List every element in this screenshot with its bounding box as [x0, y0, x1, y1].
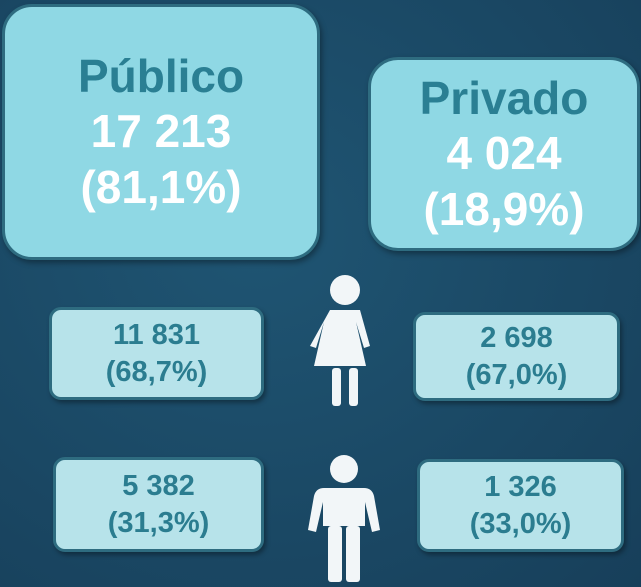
count: 2 698: [480, 322, 553, 355]
sector-label: Público: [77, 50, 245, 103]
count: 5 382: [122, 470, 195, 503]
share: (67,0%): [465, 358, 568, 391]
share: (68,7%): [105, 355, 208, 388]
female-icon: [310, 275, 370, 406]
sector-share: (18,9%): [423, 182, 585, 235]
privado-box: Privado 4 024 (18,9%): [368, 57, 640, 251]
share: (31,3%): [107, 506, 210, 539]
female-privado-box: 2 698 (67,0%): [413, 312, 620, 401]
male-privado-box: 1 326 (33,0%): [417, 459, 624, 552]
sector-label: Privado: [419, 72, 589, 125]
share: (33,0%): [469, 507, 572, 540]
sector-total: 4 024: [446, 127, 562, 180]
publico-box: Público 17 213 (81,1%): [2, 4, 320, 260]
male-publico-box: 5 382 (31,3%): [53, 457, 264, 552]
count: 11 831: [112, 319, 201, 352]
count: 1 326: [484, 471, 557, 504]
sector-total: 17 213: [90, 105, 232, 158]
sector-share: (81,1%): [80, 160, 242, 213]
male-icon: [308, 455, 380, 582]
female-publico-box: 11 831 (68,7%): [49, 307, 264, 400]
